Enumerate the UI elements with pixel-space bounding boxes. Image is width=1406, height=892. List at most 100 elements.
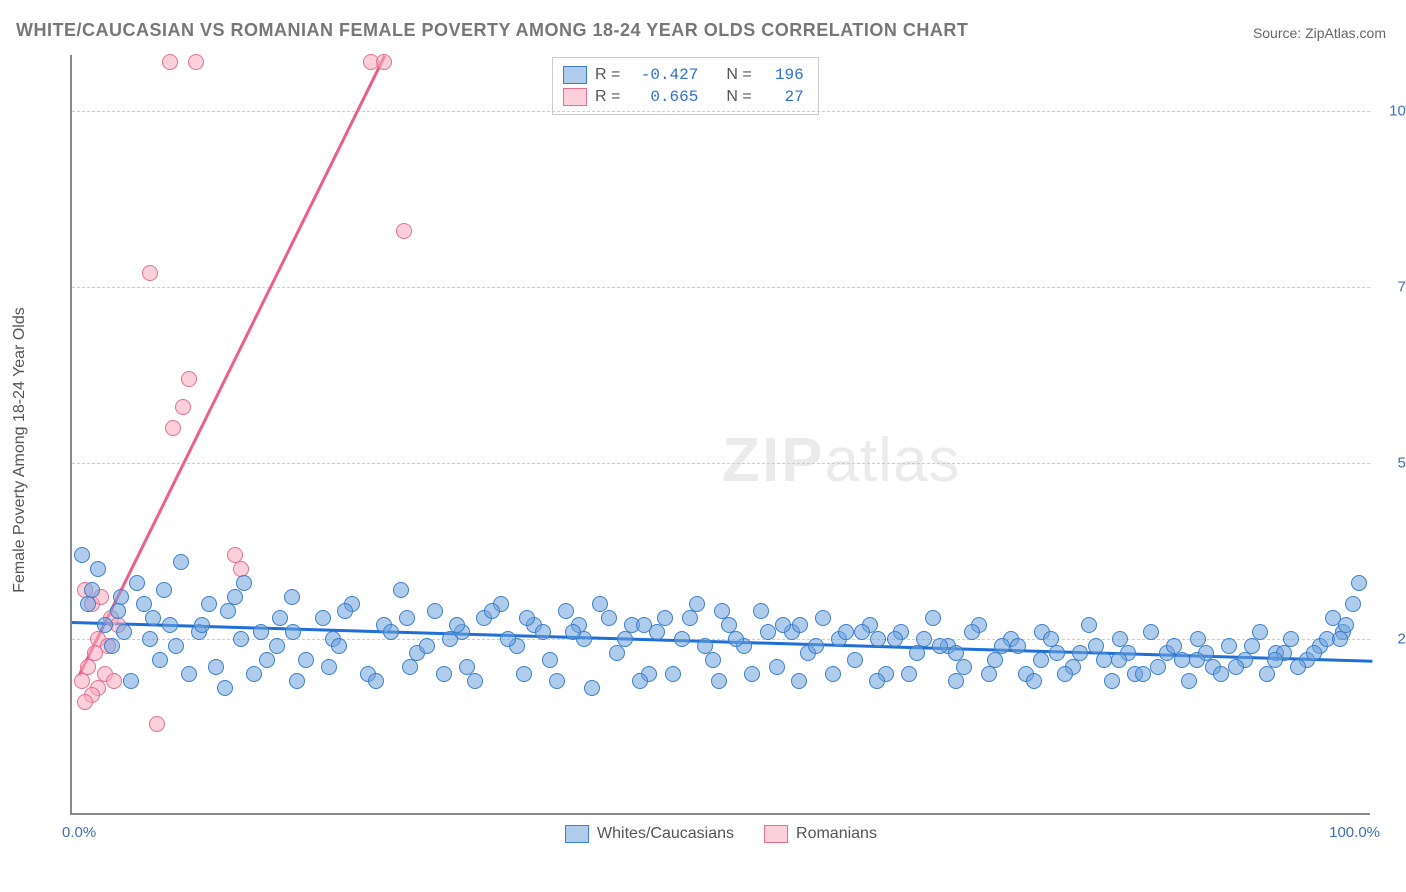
scatter-point-whites xyxy=(916,631,932,647)
plot-area: ZIPatlas R =-0.427N =196R =0.665N =27 Wh… xyxy=(70,55,1370,815)
scatter-point-whites xyxy=(321,659,337,675)
scatter-point-whites xyxy=(331,638,347,654)
n-label: N = xyxy=(726,88,751,106)
scatter-point-whites xyxy=(791,673,807,689)
scatter-point-whites xyxy=(1111,652,1127,668)
scatter-point-whites xyxy=(1010,638,1026,654)
scatter-point-whites xyxy=(753,603,769,619)
y-tick-label: 25.0% xyxy=(1380,631,1406,648)
scatter-point-whites xyxy=(948,645,964,661)
scatter-point-whites xyxy=(1072,645,1088,661)
scatter-point-whites xyxy=(220,603,236,619)
scatter-point-whites xyxy=(1057,666,1073,682)
scatter-point-whites xyxy=(436,666,452,682)
scatter-point-whites xyxy=(104,638,120,654)
scatter-point-whites xyxy=(337,603,353,619)
scatter-point-whites xyxy=(549,673,565,689)
scatter-point-whites xyxy=(368,673,384,689)
scatter-point-whites xyxy=(129,575,145,591)
scatter-point-whites xyxy=(1181,673,1197,689)
r-value: -0.427 xyxy=(628,66,698,84)
scatter-point-whites xyxy=(1332,631,1348,647)
scatter-point-whites xyxy=(419,638,435,654)
scatter-point-whites xyxy=(728,631,744,647)
legend-swatch xyxy=(565,825,589,843)
scatter-point-whites xyxy=(315,610,331,626)
legend-label: Romanians xyxy=(796,825,877,843)
scatter-point-whites xyxy=(825,666,841,682)
scatter-point-whites xyxy=(201,596,217,612)
scatter-point-whites xyxy=(854,624,870,640)
scatter-point-whites xyxy=(500,631,516,647)
scatter-point-whites xyxy=(1345,596,1361,612)
gridline xyxy=(72,111,1370,112)
y-tick-label: 50.0% xyxy=(1380,455,1406,472)
scatter-point-whites xyxy=(272,610,288,626)
n-label: N = xyxy=(726,66,751,84)
scatter-point-whites xyxy=(162,617,178,633)
scatter-point-whites xyxy=(152,652,168,668)
scatter-point-whites xyxy=(632,673,648,689)
watermark-atlas: atlas xyxy=(824,426,960,495)
scatter-point-whites xyxy=(711,673,727,689)
scatter-point-whites xyxy=(1259,666,1275,682)
scatter-point-whites xyxy=(136,596,152,612)
legend-label: Whites/Caucasians xyxy=(597,825,734,843)
scatter-point-whites xyxy=(284,589,300,605)
scatter-point-romanians xyxy=(149,716,165,732)
series-legend: Whites/Caucasians Romanians xyxy=(565,825,877,843)
scatter-point-whites xyxy=(682,610,698,626)
scatter-point-romanians xyxy=(106,673,122,689)
scatter-point-whites xyxy=(1221,638,1237,654)
y-tick-label: 100.0% xyxy=(1380,103,1406,120)
scatter-point-whites xyxy=(981,666,997,682)
scatter-point-whites xyxy=(1049,645,1065,661)
scatter-point-whites xyxy=(665,666,681,682)
scatter-point-whites xyxy=(173,554,189,570)
scatter-point-whites xyxy=(84,582,100,598)
scatter-point-romanians xyxy=(77,694,93,710)
scatter-point-whites xyxy=(925,610,941,626)
scatter-point-whites xyxy=(1026,673,1042,689)
scatter-point-whites xyxy=(674,631,690,647)
scatter-point-whites xyxy=(1088,638,1104,654)
scatter-point-whites xyxy=(289,673,305,689)
x-tick-label: 100.0% xyxy=(1329,824,1380,841)
scatter-point-whites xyxy=(227,589,243,605)
scatter-point-romanians xyxy=(376,54,392,70)
scatter-point-whites xyxy=(80,596,96,612)
scatter-point-romanians xyxy=(162,54,178,70)
scatter-point-whites xyxy=(1143,624,1159,640)
scatter-point-whites xyxy=(697,638,713,654)
scatter-point-whites xyxy=(298,652,314,668)
scatter-point-whites xyxy=(744,666,760,682)
scatter-point-whites xyxy=(74,547,90,563)
scatter-point-whites xyxy=(1081,617,1097,633)
scatter-point-whites xyxy=(847,652,863,668)
scatter-point-whites xyxy=(870,631,886,647)
scatter-point-whites xyxy=(1228,659,1244,675)
scatter-point-whites xyxy=(584,680,600,696)
scatter-point-whites xyxy=(253,624,269,640)
legend-swatch xyxy=(764,825,788,843)
scatter-point-romanians xyxy=(188,54,204,70)
scatter-point-whites xyxy=(449,617,465,633)
scatter-point-whites xyxy=(887,631,903,647)
scatter-point-whites xyxy=(427,603,443,619)
scatter-point-whites xyxy=(948,673,964,689)
scatter-point-whites xyxy=(1043,631,1059,647)
scatter-point-whites xyxy=(269,638,285,654)
scatter-point-whites xyxy=(208,659,224,675)
scatter-point-whites xyxy=(1351,575,1367,591)
scatter-point-whites xyxy=(519,610,535,626)
scatter-point-whites xyxy=(617,631,633,647)
scatter-point-whites xyxy=(932,638,948,654)
scatter-point-romanians xyxy=(396,223,412,239)
scatter-point-whites xyxy=(964,624,980,640)
scatter-point-whites xyxy=(399,610,415,626)
watermark-zip: ZIP xyxy=(722,426,824,495)
scatter-point-whites xyxy=(1306,645,1322,661)
r-value: 0.665 xyxy=(628,88,698,106)
trend-line-romanians xyxy=(77,56,385,677)
scatter-point-whites xyxy=(194,617,210,633)
